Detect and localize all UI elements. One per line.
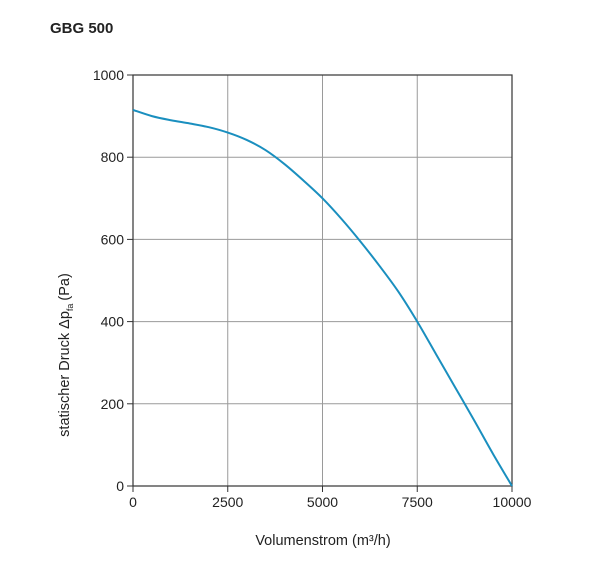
y-axis-label-subscript: fa (65, 304, 75, 312)
data-series-line (132, 108, 513, 487)
tick-labels: 0 2500 5000 7500 10000 0 200 400 600 800 1000 (93, 67, 532, 510)
y-tick-label-0: 0 (116, 478, 124, 494)
y-tick-label-800: 800 (101, 149, 125, 165)
chart-title: GBG 500 (50, 20, 114, 37)
grid-lines (133, 75, 512, 486)
y-axis-label: statischer Druck Δpfa (Pa) (57, 273, 75, 437)
x-tick-label-2500: 2500 (212, 494, 243, 510)
x-tick-label-0: 0 (129, 494, 137, 510)
y-tick-label-1000: 1000 (93, 67, 124, 83)
x-tick-label-7500: 7500 (402, 494, 433, 510)
axes (127, 74, 513, 492)
y-tick-label-400: 400 (101, 314, 125, 330)
y-axis-label-main: statischer Druck Δp (57, 311, 73, 437)
x-tick-label-10000: 10000 (493, 494, 532, 510)
y-tick-label-600: 600 (101, 231, 125, 247)
x-tick-label-5000: 5000 (307, 494, 338, 510)
y-axis-label-unit: (Pa) (57, 273, 73, 300)
y-tick-label-200: 200 (101, 396, 125, 412)
x-axis-label: Volumenstrom (m³/h) (255, 533, 390, 549)
